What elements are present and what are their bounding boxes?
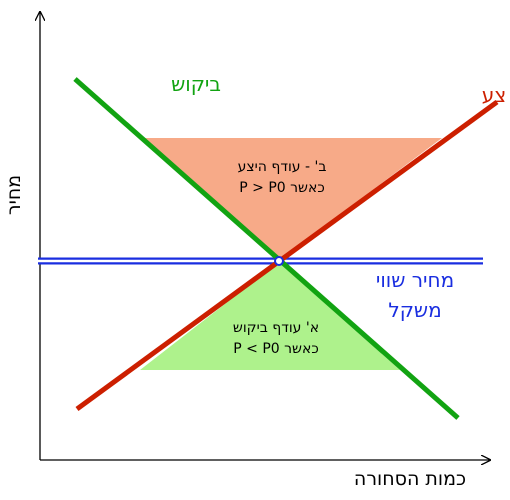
surplus-label-line1: ב' - עודף היצע: [238, 159, 327, 175]
y-axis-title: מחיר: [3, 175, 25, 215]
equilibrium-label-line2: משקל: [388, 298, 441, 322]
shortage-label-line2: P < P0 כאשר: [233, 341, 318, 357]
equilibrium-point: [274, 256, 284, 266]
surplus-label-line2: P > P0 כאשר: [239, 180, 324, 196]
x-axis-title: כמות הסחורה: [354, 468, 466, 490]
demand-curve: [73, 77, 460, 420]
equilibrium-label-line1: מחיר שווי: [376, 268, 454, 292]
demand-label: ביקוש: [171, 72, 221, 96]
surplus-region: [145, 138, 442, 260]
shortage-label-line1: א' עודף ביקוש: [233, 320, 319, 336]
supply-label: צע: [482, 83, 506, 107]
shortage-region: [140, 262, 400, 370]
supply-curve: [75, 99, 499, 412]
